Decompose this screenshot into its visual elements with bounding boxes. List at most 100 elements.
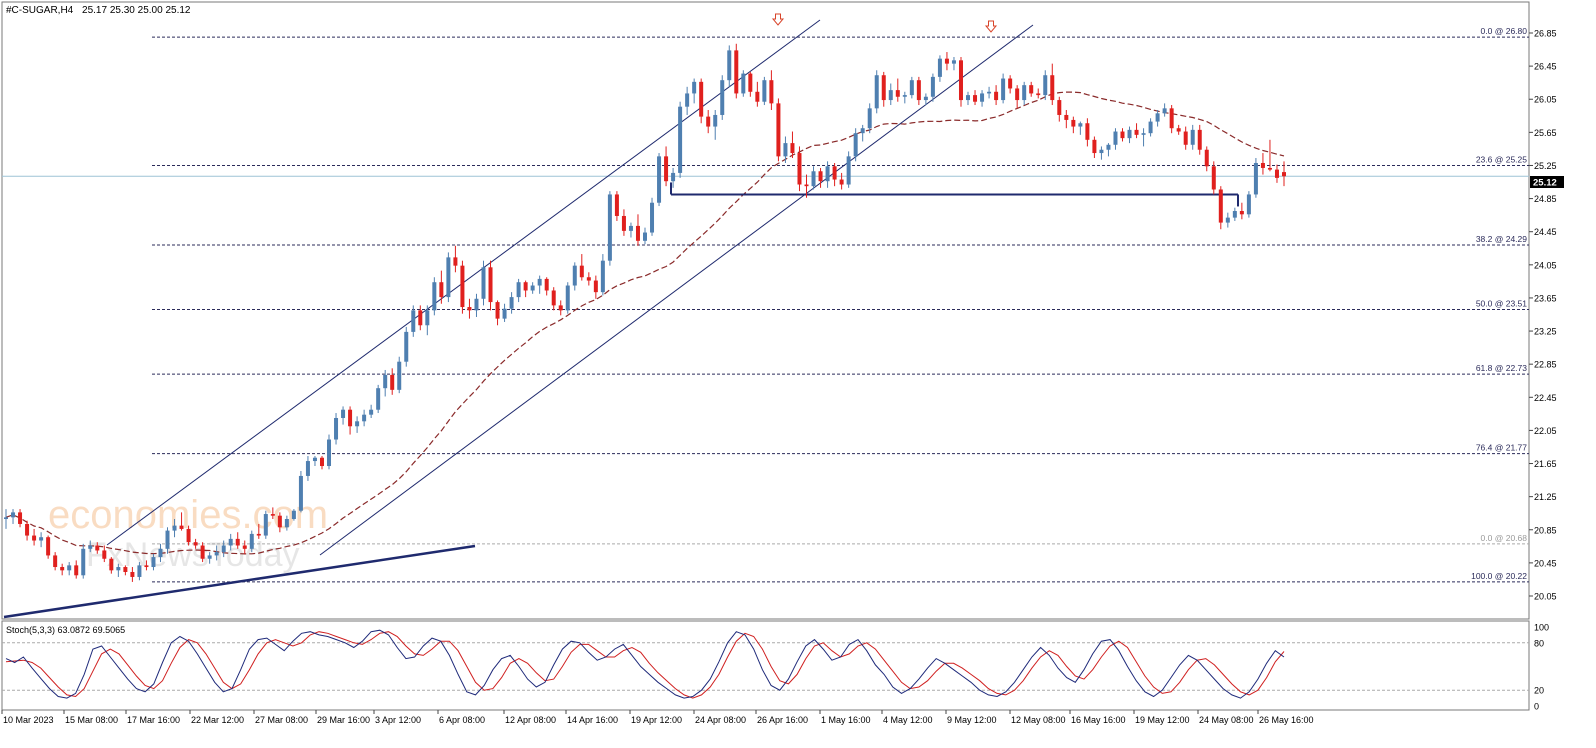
candle-bearish	[944, 58, 949, 64]
candle-bearish	[25, 523, 30, 536]
candle-bullish	[853, 133, 858, 157]
fib-level-label: 50.0 @ 23.51	[1476, 299, 1527, 309]
stoch-axis-label: 20	[1534, 686, 1544, 696]
x-axis-tick-label: 19 May 12:00	[1135, 715, 1190, 725]
candle-bullish	[643, 232, 647, 241]
candle-bearish	[832, 166, 837, 180]
candle-bullish	[727, 50, 732, 81]
candle-bearish	[1134, 129, 1139, 135]
y-axis-tick-label: 22.05	[1534, 426, 1557, 436]
y-axis-tick-label: 26.45	[1534, 62, 1557, 72]
candle-bearish	[706, 116, 711, 127]
candle-bullish	[151, 557, 156, 568]
candle-bullish	[425, 310, 430, 326]
candle-bullish	[1099, 149, 1104, 154]
candle-bearish	[242, 545, 247, 549]
x-axis-tick-label: 26 May 16:00	[1259, 715, 1314, 725]
candle-bearish	[1008, 78, 1013, 89]
candle-bearish	[699, 81, 704, 117]
candle-bullish	[966, 95, 971, 101]
candle-bullish	[1001, 78, 1006, 101]
candle-bearish	[1274, 169, 1279, 178]
candle-bullish	[888, 90, 893, 101]
x-axis-tick-label: 26 Apr 16:00	[757, 715, 808, 725]
candle-bullish	[930, 76, 935, 97]
candle-bullish	[692, 81, 697, 94]
candle-bearish	[664, 156, 669, 182]
candle-bullish	[923, 96, 928, 101]
candle-bearish	[46, 537, 51, 556]
y-axis-tick-label: 26.85	[1534, 29, 1557, 39]
candle-bearish	[144, 565, 149, 568]
candle-bearish	[1120, 131, 1125, 139]
symbol-label: #C-SUGAR,H4	[6, 5, 74, 16]
candle-bearish	[1085, 123, 1090, 140]
candle-bearish	[495, 302, 500, 319]
candle-bearish	[1218, 189, 1223, 223]
y-axis-tick-label: 20.45	[1534, 558, 1557, 568]
candle-bullish	[446, 257, 451, 298]
watermark-line2: FxNewsToday	[86, 536, 300, 574]
candle-bearish	[558, 305, 563, 311]
candle-bearish	[1211, 166, 1216, 190]
candle-bullish	[874, 75, 879, 109]
candle-bullish	[502, 308, 507, 319]
candle-bullish	[650, 202, 655, 233]
y-axis-tick-label: 24.45	[1534, 227, 1557, 237]
candle-bearish	[1036, 93, 1041, 96]
candle-bullish	[221, 545, 226, 553]
candle-bearish	[109, 558, 114, 571]
candle-bearish	[635, 225, 640, 241]
y-axis-tick-label: 20.05	[1534, 592, 1557, 602]
candle-bearish	[348, 409, 353, 427]
x-axis-tick-label: 19 Apr 12:00	[631, 715, 682, 725]
x-axis-tick-label: 15 Mar 08:00	[65, 715, 118, 725]
candle-bullish	[572, 265, 577, 286]
candle-bearish	[390, 374, 395, 390]
candle-bullish	[362, 414, 367, 422]
candle-bullish	[628, 225, 633, 231]
candle-bullish	[762, 80, 767, 102]
y-axis-tick-label: 21.65	[1534, 459, 1557, 469]
candle-bullish	[172, 525, 177, 531]
candle-bullish	[298, 475, 303, 511]
candle-bullish	[607, 194, 612, 261]
candle-bullish	[909, 80, 914, 96]
candle-bullish	[327, 439, 332, 467]
candle-bearish	[776, 103, 781, 157]
candle-bearish	[1267, 167, 1272, 170]
stoch-axis-label: 100	[1534, 623, 1549, 633]
candle-bearish	[60, 567, 65, 571]
candle-bearish	[593, 280, 598, 293]
fib-level-label: 76.4 @ 21.77	[1476, 443, 1527, 453]
candle-bullish	[1078, 123, 1083, 127]
candle-bullish	[530, 285, 535, 291]
channel-lower-line	[319, 24, 1034, 556]
candle-bearish	[748, 73, 753, 92]
candle-bearish	[18, 512, 23, 524]
candle-bearish	[95, 545, 100, 551]
candle-bullish	[481, 267, 486, 299]
candle-bullish	[263, 514, 268, 536]
candle-bearish	[895, 90, 900, 97]
candle-bullish	[165, 530, 170, 549]
candle-bullish	[1225, 217, 1230, 223]
y-axis-tick-label: 20.85	[1534, 525, 1557, 535]
candle-bullish	[600, 260, 605, 293]
x-axis-tick-label: 16 May 16:00	[1071, 715, 1126, 725]
indicator-plot-frame	[1, 620, 1530, 711]
candle-bearish	[1015, 88, 1020, 101]
candle-bullish	[825, 166, 830, 182]
candle-bullish	[565, 285, 570, 311]
candle-bullish	[116, 567, 121, 571]
candle-bearish	[270, 514, 275, 516]
candle-bullish	[81, 548, 86, 576]
candle-bearish	[818, 171, 823, 182]
candle-bearish	[277, 515, 282, 528]
x-axis-tick-label: 1 May 16:00	[821, 715, 871, 725]
candle-bullish	[207, 555, 212, 559]
candle-bullish	[783, 143, 788, 157]
y-axis-tick-label: 22.85	[1534, 360, 1557, 370]
y-axis-tick-label: 24.85	[1534, 194, 1557, 204]
